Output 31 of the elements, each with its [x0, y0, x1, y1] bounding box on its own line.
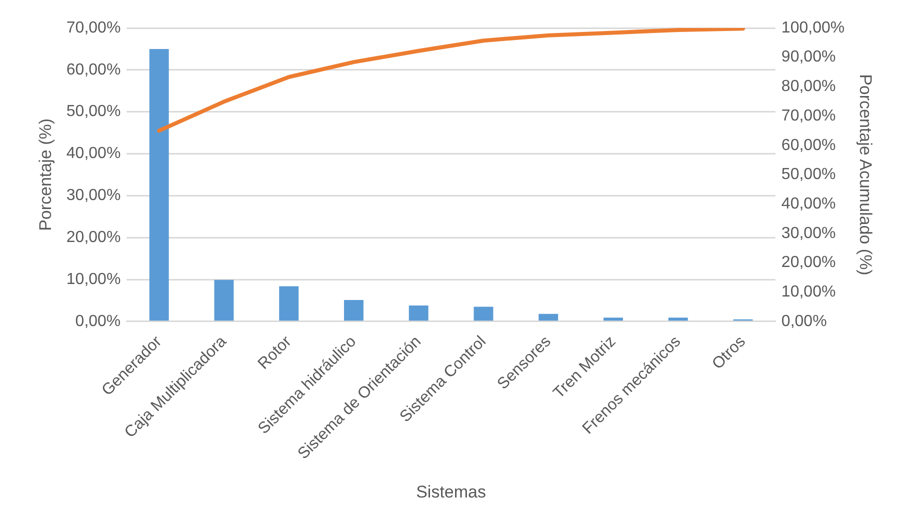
y-tick-label: 50,00%: [66, 103, 121, 120]
bar: [214, 280, 234, 321]
y2-axis-title: Porcentaje Acumulado (%): [856, 74, 876, 276]
y2-tick-label: 0,00%: [781, 312, 827, 330]
bar: [408, 306, 428, 321]
y2-tick-label: 70,00%: [781, 107, 836, 124]
y-tick-label: 20,00%: [66, 229, 121, 246]
bar: [344, 300, 364, 321]
bar: [604, 318, 623, 321]
y2-tick-label: 60,00%: [781, 136, 836, 154]
y-tick-label: 40,00%: [66, 145, 121, 162]
x-axis-title: Sistemas: [416, 482, 486, 502]
y-tick-label: 0,00%: [75, 312, 121, 330]
y2-tick-label: 50,00%: [781, 166, 836, 184]
y2-tick-label: 100,00%: [781, 19, 845, 36]
bar: [538, 314, 558, 321]
y2-tick-label: 90,00%: [781, 48, 836, 66]
y-tick-label: 10,00%: [66, 270, 121, 288]
bar: [668, 318, 688, 321]
y2-tick-label: 80,00%: [781, 78, 836, 96]
y-tick-label: 70,00%: [66, 19, 121, 36]
bar: [149, 48, 169, 321]
y2-tick-label: 40,00%: [781, 195, 836, 212]
y2-tick-label: 30,00%: [781, 224, 836, 242]
bar: [279, 286, 299, 321]
y2-tick-label: 10,00%: [781, 283, 836, 300]
y-tick-label: 60,00%: [66, 61, 121, 78]
bar: [474, 306, 494, 321]
y-tick-label: 30,00%: [66, 187, 121, 204]
y-axis-title: Porcentaje (%): [36, 118, 55, 231]
y2-tick-label: 20,00%: [781, 254, 836, 272]
